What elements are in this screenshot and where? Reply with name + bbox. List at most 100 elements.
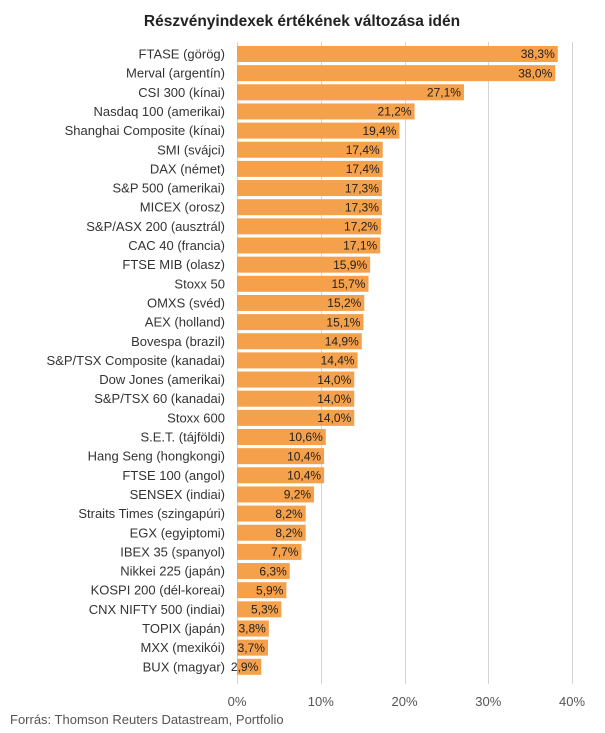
x-tick-label: 10%: [308, 694, 334, 709]
bar: [237, 333, 362, 350]
category-label: IBEX 35 (spanyol): [120, 544, 225, 559]
bar: [237, 409, 355, 426]
value-label: 15,2%: [327, 296, 361, 310]
value-label: 27,1%: [427, 86, 461, 100]
x-tick-label: 30%: [475, 694, 501, 709]
value-label: 14,4%: [321, 354, 355, 368]
bars: [237, 46, 558, 675]
bar: [237, 218, 382, 235]
bar: [237, 65, 556, 82]
value-label: 5,9%: [256, 583, 284, 597]
category-labels: FTASE (görög) Merval (argentín) CSI 300 (k…: [47, 47, 225, 675]
value-label: 17,1%: [343, 239, 377, 253]
value-label: 15,7%: [331, 277, 365, 291]
category-label: SENSEX (indiai): [130, 487, 225, 502]
category-label: FTSE MIB (olasz): [122, 257, 225, 272]
value-label: 17,2%: [344, 220, 378, 234]
category-label: AEX (holland): [145, 315, 225, 330]
category-label: Shanghai Composite (kínai): [65, 123, 225, 138]
category-label: S&P 500 (amerikai): [113, 181, 225, 196]
bar: [237, 543, 302, 560]
category-label: KOSPI 200 (dél-koreai): [91, 583, 225, 598]
value-label: 6,3%: [259, 564, 287, 578]
value-label: 17,4%: [346, 143, 380, 157]
bar: [237, 371, 355, 388]
value-label: 14,9%: [325, 334, 359, 348]
category-label: Nikkei 225 (japán): [120, 564, 225, 579]
value-label: 5,3%: [251, 603, 279, 617]
category-label: S&P/TSX Composite (kanadai): [47, 353, 225, 368]
value-label: 10,4%: [287, 449, 321, 463]
bar: [237, 582, 287, 599]
value-label: 8,2%: [275, 526, 303, 540]
bar: [237, 199, 382, 216]
category-label: Nasdaq 100 (amerikai): [93, 104, 225, 119]
category-label: S.E.T. (tájföldi): [140, 430, 225, 445]
value-label: 17,4%: [346, 162, 380, 176]
category-label: Stoxx 600: [167, 410, 225, 425]
category-label: FTASE (görög): [139, 47, 225, 62]
bar: [237, 448, 325, 465]
value-label: 38,0%: [518, 66, 552, 80]
category-label: CAC 40 (francia): [128, 238, 225, 253]
value-label: 21,2%: [378, 105, 412, 119]
bar: [237, 601, 282, 618]
value-label: 17,3%: [345, 181, 379, 195]
bar: [237, 46, 558, 62]
bar: [237, 103, 415, 120]
value-label: 2,9%: [231, 660, 259, 674]
bar: [237, 180, 382, 197]
value-label: 10,4%: [287, 469, 321, 483]
value-label: 14,0%: [317, 373, 351, 387]
category-label: Dow Jones (amerikai): [99, 372, 225, 387]
bar: [237, 294, 365, 311]
category-label: SMI (svájci): [157, 142, 225, 157]
bar: [237, 524, 306, 541]
x-axis-ticks: 0% 10% 20% 30% 40%: [228, 694, 586, 709]
value-label: 8,2%: [275, 507, 303, 521]
category-label: DAX (német): [150, 161, 225, 176]
category-label: MXX (mexikói): [140, 640, 225, 655]
bar: [237, 505, 306, 522]
category-label: CNX NIFTY 500 (indiai): [89, 602, 225, 617]
value-label: 19,4%: [362, 124, 396, 138]
category-label: Stoxx 50: [174, 276, 225, 291]
value-label: 10,6%: [289, 430, 323, 444]
chart-source: Forrás: Thomson Reuters Datastream, Port…: [10, 712, 284, 727]
value-label: 15,9%: [333, 258, 367, 272]
bar: [237, 275, 369, 292]
category-label: CSI 300 (kínai): [138, 85, 225, 100]
value-label: 38,3%: [521, 47, 555, 61]
bar: [237, 122, 400, 139]
value-label: 3,7%: [238, 641, 266, 655]
value-labels: 38,3% 38,0% 27,1% 21,2% 19,4% 17,4% 17,4% 17,3%…: [231, 47, 555, 674]
bar: [237, 486, 315, 503]
bar: [237, 563, 290, 580]
bar: [237, 141, 383, 158]
category-label: Hang Seng (hongkongi): [88, 449, 225, 464]
value-label: 14,0%: [317, 411, 351, 425]
value-label: 7,7%: [271, 545, 299, 559]
bar: [237, 658, 262, 675]
bar: [237, 256, 371, 273]
bar: [237, 390, 355, 407]
bar: [237, 620, 269, 637]
bar: [237, 237, 381, 254]
category-label: Bovespa (brazil): [131, 334, 225, 349]
bar: [237, 314, 364, 331]
category-label: EGX (egyiptomi): [130, 525, 225, 540]
category-label: FTSE 100 (angol): [122, 468, 225, 483]
category-label: TOPIX (japán): [142, 621, 225, 636]
value-label: 17,3%: [345, 200, 379, 214]
value-label: 15,1%: [326, 315, 360, 329]
bar: [237, 639, 268, 656]
category-label: Straits Times (szingapúri): [78, 506, 225, 521]
bar: [237, 467, 325, 484]
bar: [237, 160, 383, 177]
category-label: S&P/ASX 200 (ausztrál): [86, 219, 225, 234]
category-label: BUX (magyar): [143, 659, 225, 674]
bar: [237, 84, 464, 101]
value-label: 3,8%: [238, 622, 266, 636]
x-tick-label: 0%: [228, 694, 247, 709]
